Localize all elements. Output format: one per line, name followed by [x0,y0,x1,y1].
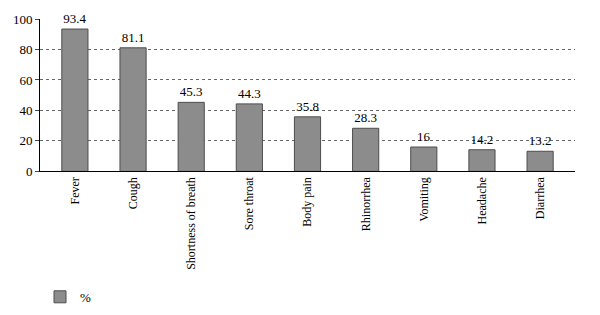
svg-text:20: 20 [19,133,32,148]
svg-text:Fever: Fever [68,177,82,204]
svg-text:45.3: 45.3 [180,84,203,99]
svg-text:93.4: 93.4 [63,11,86,26]
svg-text:35.8: 35.8 [296,99,319,114]
svg-text:80: 80 [19,42,32,57]
svg-text:Rhinorrhea: Rhinorrhea [359,177,373,232]
svg-text:%: % [80,290,91,305]
svg-text:Sore throat: Sore throat [242,177,256,231]
svg-text:40: 40 [19,103,32,118]
svg-text:60: 60 [19,73,32,88]
svg-text:Cough: Cough [126,177,140,209]
svg-text:Headache: Headache [475,177,489,224]
svg-text:Body pain: Body pain [300,177,314,227]
svg-text:28.3: 28.3 [354,110,377,125]
svg-text:81.1: 81.1 [122,30,145,45]
svg-text:13.2: 13.2 [529,133,552,148]
svg-text:Shortness of breath: Shortness of breath [184,177,198,270]
svg-text:44.3: 44.3 [238,86,261,101]
svg-text:Diarrhea: Diarrhea [533,177,547,220]
svg-text:14.2: 14.2 [471,132,494,147]
svg-text:Vomiting: Vomiting [417,177,431,221]
svg-text:0: 0 [26,164,33,179]
svg-text:100: 100 [13,12,33,27]
svg-text:16: 16 [417,129,431,144]
